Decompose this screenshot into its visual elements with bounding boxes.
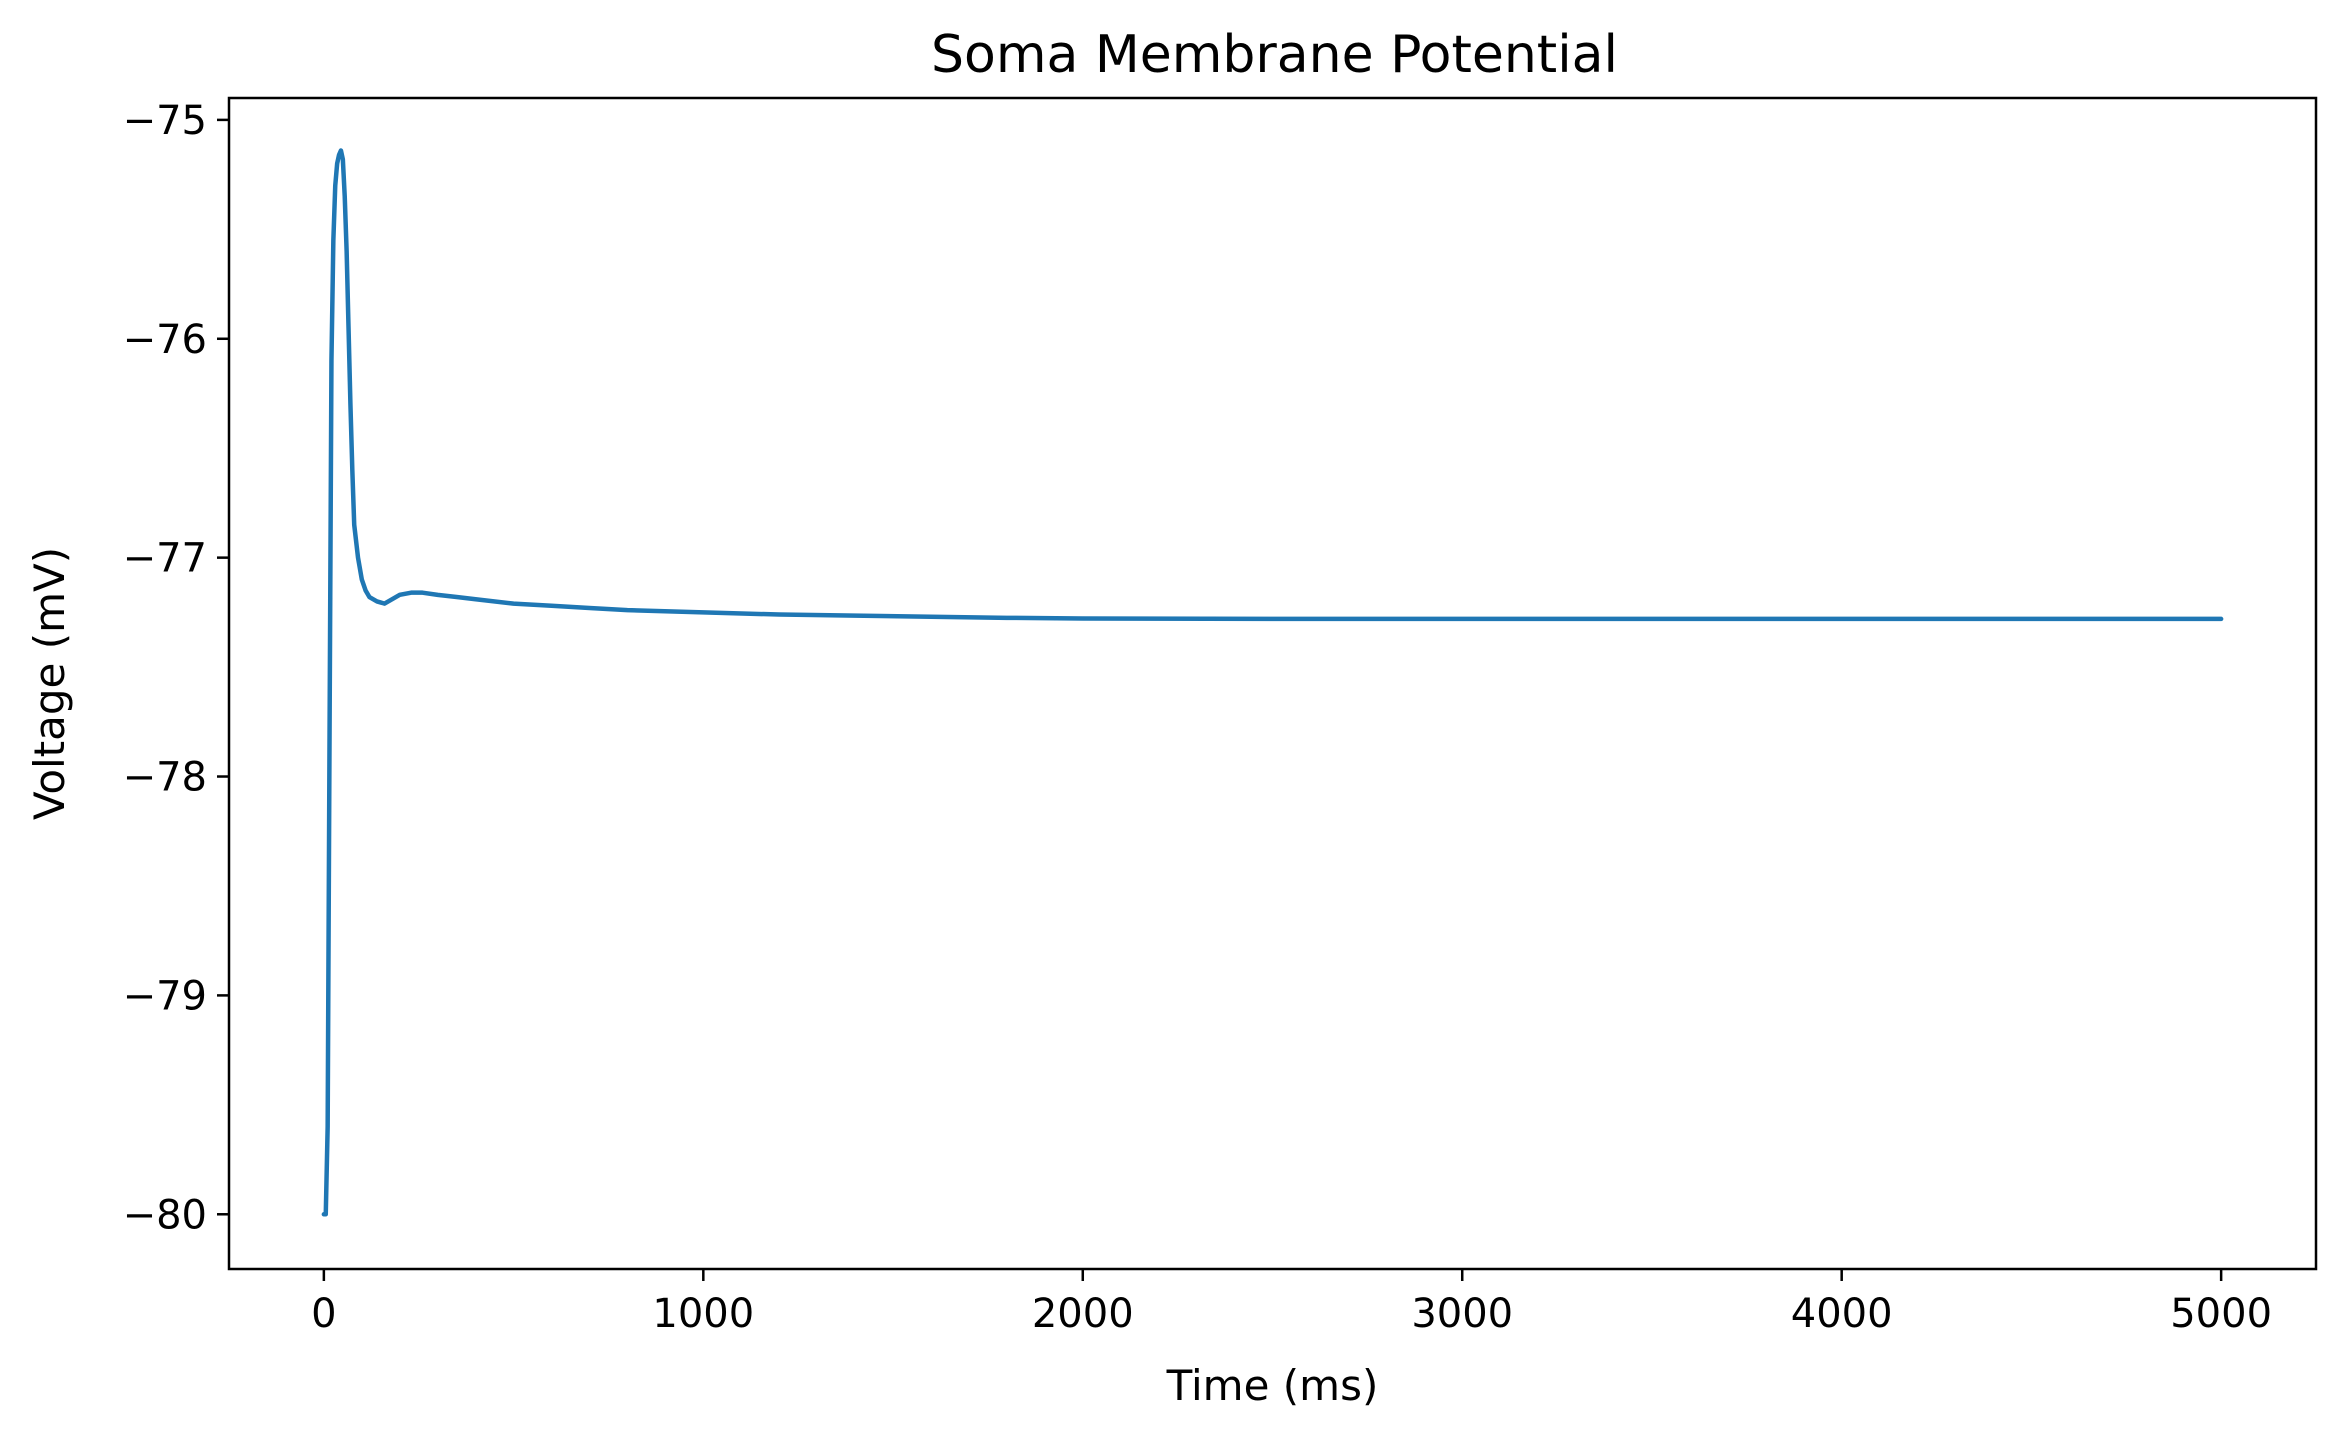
y-tick-label: −79	[123, 973, 207, 1019]
chart-title: Soma Membrane Potential	[931, 25, 1618, 85]
x-axis-label: Time (ms)	[1166, 1361, 1379, 1410]
y-axis-label: Voltage (mV)	[25, 547, 74, 820]
y-tick-label: −77	[123, 536, 207, 582]
x-tick-label: 5000	[2170, 1291, 2272, 1337]
series-line	[321, 148, 2224, 1217]
y-tick-label: −78	[123, 755, 207, 801]
x-tick-label: 1000	[652, 1291, 754, 1337]
x-tick-label: 4000	[1791, 1291, 1893, 1337]
x-tick-label: 0	[311, 1291, 336, 1337]
x-axis-ticks: 0 1000 2000 3000 4000 5000	[311, 1269, 2272, 1337]
y-tick-label: −75	[123, 98, 207, 144]
y-tick-label: −76	[123, 317, 207, 363]
y-axis-ticks: −80 −79 −78 −77 −76 −75	[123, 98, 229, 1238]
x-tick-label: 3000	[1411, 1291, 1513, 1337]
y-tick-label: −80	[123, 1192, 207, 1238]
plot-area-frame	[227, 96, 2318, 1271]
x-tick-label: 2000	[1032, 1291, 1134, 1337]
